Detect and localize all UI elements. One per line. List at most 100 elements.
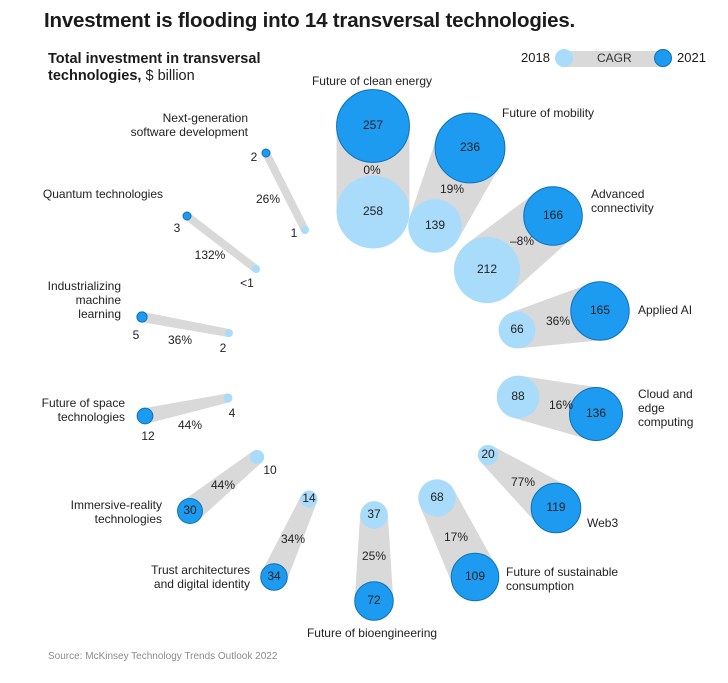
tech-pair: 1 2 26% Next-generation software development bbox=[131, 111, 309, 240]
bubble-2021 bbox=[182, 211, 192, 221]
technology-label: Future of space technologies bbox=[42, 396, 126, 424]
bubble-2018 bbox=[300, 490, 318, 508]
value-2021-label: 109 bbox=[465, 569, 485, 583]
tech-pair: 37 72 25% Future of bioengineering bbox=[307, 501, 437, 640]
technology-label: Future of mobility bbox=[502, 106, 594, 120]
tech-pair: 20 119 77% Web3 bbox=[477, 444, 618, 534]
technology-label: Future of bioengineering bbox=[307, 626, 437, 640]
technology-label: Cloud and edge computing bbox=[638, 387, 693, 429]
bubble-2018 bbox=[249, 449, 265, 465]
value-2018-label: 212 bbox=[477, 262, 497, 276]
value-2021-label: 166 bbox=[543, 208, 563, 222]
bubble-2021 bbox=[570, 281, 630, 341]
bubble-2021 bbox=[136, 311, 148, 323]
source-note: Source: McKinsey Technology Trends Outlo… bbox=[48, 651, 278, 662]
bubble-2018 bbox=[252, 265, 260, 273]
tech-pair: 258 257 0% Future of clean energy bbox=[312, 74, 432, 249]
value-2021-label: 30 bbox=[183, 503, 197, 517]
cagr-label: 19% bbox=[440, 182, 464, 196]
cagr-label: 34% bbox=[281, 532, 305, 546]
value-2021-label: 12 bbox=[141, 429, 155, 443]
bubble-2021 bbox=[450, 552, 500, 602]
value-2021-label: 72 bbox=[367, 593, 381, 607]
value-2021-label: 2 bbox=[251, 150, 258, 164]
bubble-2021 bbox=[136, 407, 154, 425]
value-2021-label: 119 bbox=[546, 500, 565, 514]
cagr-connector bbox=[262, 495, 317, 582]
bubble-2021 bbox=[177, 498, 203, 524]
bubble-2018 bbox=[477, 444, 499, 466]
technology-label: Future of sustainable consumption bbox=[506, 565, 618, 593]
bubble-2018 bbox=[225, 329, 233, 337]
value-2018-label: 139 bbox=[425, 218, 445, 232]
technology-label: Web3 bbox=[587, 516, 618, 530]
technology-label: Immersive-reality technologies bbox=[71, 498, 162, 526]
cagr-connector bbox=[182, 451, 262, 521]
cagr-connector bbox=[184, 212, 259, 273]
value-2021-label: 136 bbox=[586, 406, 606, 420]
value-2021-label: 3 bbox=[174, 221, 181, 235]
technology-label: Quantum technologies bbox=[43, 187, 163, 201]
value-2018-label: 68 bbox=[430, 490, 444, 504]
value-2021-label: 236 bbox=[460, 140, 480, 154]
cagr-label: 132% bbox=[195, 248, 226, 262]
value-2018-label: 1 bbox=[291, 226, 298, 240]
value-2018-label: 88 bbox=[511, 389, 525, 403]
legend: 2018 CAGR 2021 bbox=[515, 45, 715, 71]
technology-label: Advanced connectivity bbox=[591, 187, 654, 215]
tech-pair: 88 136 16% Cloud and edge computing bbox=[496, 375, 693, 442]
bubble-2018 bbox=[408, 199, 462, 253]
technology-label: Trust architectures and digital identity bbox=[151, 563, 250, 591]
bubble-2018 bbox=[360, 501, 388, 529]
cagr-connector bbox=[143, 393, 230, 424]
value-2021-label: 5 bbox=[133, 328, 140, 342]
cagr-label: –8% bbox=[510, 234, 534, 248]
cagr-label: 26% bbox=[256, 192, 280, 206]
legend-2018-dot bbox=[555, 49, 573, 67]
bubble-2021 bbox=[530, 482, 582, 534]
tech-pair: 68 109 17% Future of sustainable consumption bbox=[418, 479, 618, 602]
tech-pair: 139 236 19% Future of mobility bbox=[408, 106, 594, 253]
value-2018-label: 66 bbox=[510, 322, 524, 336]
cagr-label: 77% bbox=[511, 475, 535, 489]
value-2018-label: 2 bbox=[220, 341, 227, 355]
value-2018-label: <1 bbox=[240, 276, 254, 290]
tech-pair: 212 166 –8% Advanced connectivity bbox=[453, 186, 654, 304]
value-2018-label: 20 bbox=[481, 447, 495, 461]
subtitle-measure: Total investment in transversal technolo… bbox=[48, 51, 261, 84]
cagr-label: 44% bbox=[178, 418, 202, 432]
cagr-connector bbox=[262, 151, 309, 232]
legend-cagr-label: CAGR bbox=[597, 51, 632, 65]
bubble-2021 bbox=[434, 112, 506, 184]
legend-2018-label: 2018 bbox=[521, 50, 550, 65]
bubble-2021 bbox=[336, 89, 410, 163]
value-2018-label: 37 bbox=[367, 507, 381, 521]
bubble-2018 bbox=[223, 393, 233, 403]
bubble-2018 bbox=[496, 375, 540, 419]
subtitle-unit: $ billion bbox=[145, 68, 195, 84]
bubble-2021 bbox=[523, 186, 583, 246]
cagr-label: 25% bbox=[362, 549, 386, 563]
cagr-label: 16% bbox=[549, 398, 573, 412]
bubble-2018 bbox=[301, 226, 309, 234]
bubble-2021 bbox=[261, 148, 271, 158]
bubble-2021 bbox=[354, 581, 394, 621]
bubble-2021 bbox=[260, 563, 288, 591]
tech-pair: 66 165 36% Applied AI bbox=[498, 281, 692, 349]
tech-pair: 10 30 44% Immersive-reality technologies bbox=[71, 449, 277, 526]
legend-2021-dot bbox=[654, 49, 672, 67]
tech-pair: 2 5 36% Industrializing machine learning bbox=[48, 279, 233, 355]
value-2021-label: 165 bbox=[590, 303, 610, 317]
value-2018-label: 14 bbox=[302, 491, 316, 505]
chart-title: Investment is flooding into 14 transvers… bbox=[44, 9, 576, 32]
technology-label: Next-generation software development bbox=[131, 111, 249, 139]
cagr-label: 36% bbox=[546, 314, 570, 328]
value-2018-label: 258 bbox=[363, 204, 383, 218]
chart-subtitle: Total investment in transversal technolo… bbox=[48, 51, 278, 85]
technology-label: Future of clean energy bbox=[312, 74, 432, 88]
bubble-2018 bbox=[498, 311, 536, 349]
bubble-2021 bbox=[568, 386, 624, 442]
bubble-2018 bbox=[453, 236, 521, 304]
tech-pair: <1 3 132% Quantum technologies bbox=[43, 187, 260, 290]
